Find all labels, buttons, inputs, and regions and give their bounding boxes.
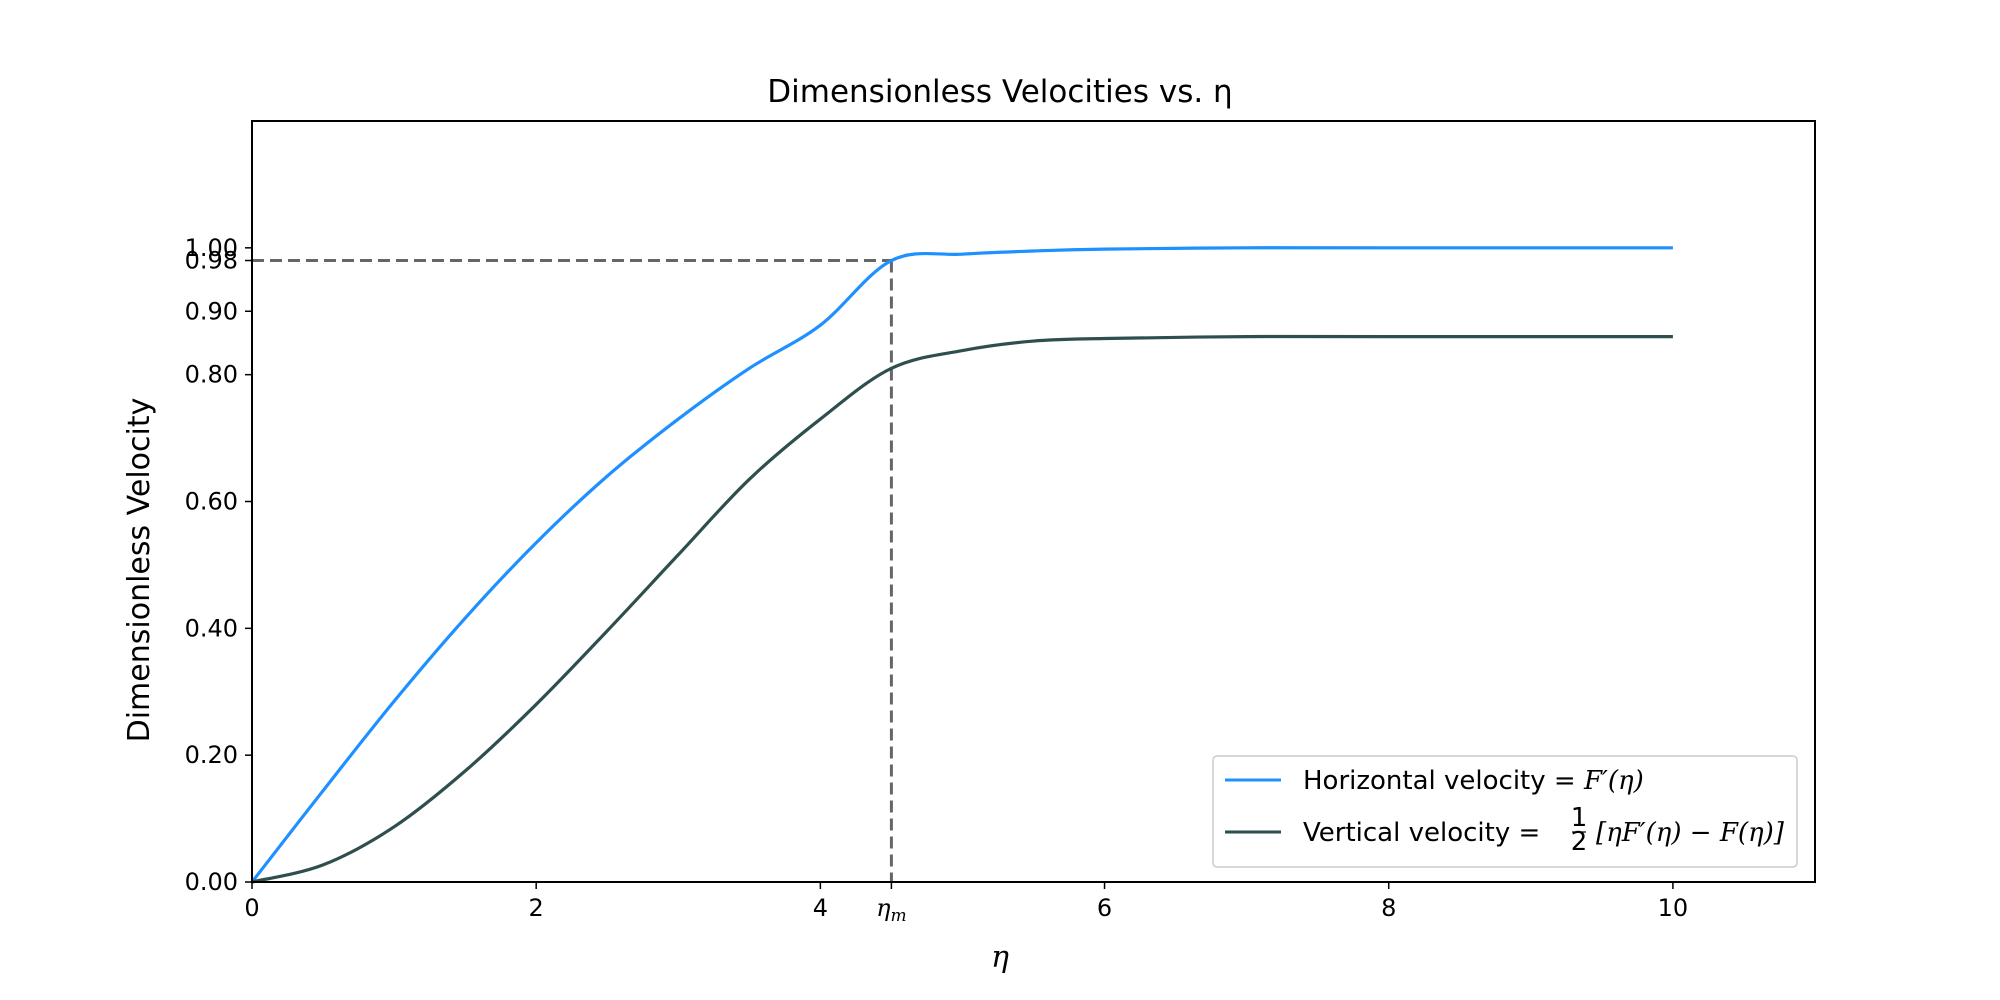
series-layer <box>250 246 1673 884</box>
axes-layer: 0 2 4 ηm 6 8 10 0.00 0.20 0.40 0.60 0.80 0.90 0.981.0… <box>185 120 1816 926</box>
legend-label-horizontal: Horizontal velocity = F′(η) <box>1303 766 1644 796</box>
y-tick-label: 0.90 <box>185 297 238 325</box>
x-tick-label: 6 <box>1097 894 1112 922</box>
y-tick-label: 0.60 <box>185 488 238 516</box>
legend-label-vertical: Vertical velocity = <box>1303 818 1540 848</box>
legend-frame <box>1212 755 1798 868</box>
y-tick-label: 0.20 <box>185 741 238 769</box>
annotation-layer <box>252 259 893 882</box>
series-line-vertical-velocity <box>251 334 1673 884</box>
x-tick-label: 4 <box>813 894 828 922</box>
y-tick-label: 0.40 <box>185 614 238 642</box>
x-axis-title: η <box>991 940 1009 975</box>
legend-label-vertical-math: [ηF′(η) − F(η)] <box>1596 818 1785 848</box>
legend: Horizontal velocity = F′(η) Vertical vel… <box>1212 755 1798 868</box>
y-tick-label: 0.98 <box>185 247 238 275</box>
legend-fraction-numerator: 1 <box>1571 803 1588 833</box>
y-axis-title: Dimensionless Velocity <box>122 398 157 743</box>
x-tick-label: 8 <box>1381 894 1396 922</box>
y-tick-label: 0.80 <box>185 361 238 389</box>
y-tick-label: 0.00 <box>185 868 238 896</box>
x-tick-label: 0 <box>244 894 259 922</box>
x-tick-label: 2 <box>529 894 544 922</box>
chart-title: Dimensionless Velocities vs. η <box>767 74 1232 110</box>
x-tick-label: 10 <box>1658 894 1689 922</box>
y-tick-label: 1.00 <box>185 234 238 262</box>
x-tick-label: ηm <box>876 894 907 926</box>
series-line-horizontal-velocity <box>250 246 1673 883</box>
legend-fraction-denominator: 2 <box>1571 827 1588 857</box>
